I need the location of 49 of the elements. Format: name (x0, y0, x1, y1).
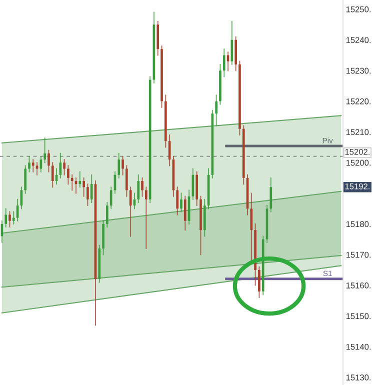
y-tick-label: 15210. (346, 129, 371, 136)
candlestick (180, 192, 182, 212)
candlestick (226, 52, 230, 72)
candlestick (8, 211, 11, 228)
candlestick (28, 156, 30, 172)
candlestick (137, 174, 140, 203)
candlestick (63, 159, 66, 176)
candlestick (110, 186, 112, 210)
y-tick-label: 15180. (346, 221, 371, 228)
candlestick (270, 177, 272, 212)
candlestick (78, 171, 82, 188)
candlestick (44, 138, 46, 164)
y-tick-label: 15230. (346, 68, 371, 74)
y-tick-label: 15240. (346, 37, 371, 43)
y-tick-label: 15200. (346, 160, 371, 166)
candlestick (230, 20, 234, 65)
candlestick (184, 196, 186, 231)
candlestick (67, 165, 70, 185)
y-tick-label: 15220. (346, 98, 371, 104)
candlestick (215, 94, 218, 126)
candlestick (126, 165, 128, 197)
candlestick (258, 266, 260, 298)
candlestick (250, 192, 253, 262)
y-tick-label: 15160. (346, 282, 371, 288)
candlestick (122, 156, 124, 176)
y-tick-label: 15130. (346, 374, 371, 380)
candlestick (222, 48, 226, 78)
candlestick (59, 152, 62, 178)
candlestick (90, 174, 93, 203)
y-tick-label: 15250. (346, 6, 371, 12)
annotation: 15192. (345, 183, 370, 190)
candlestick (32, 159, 34, 172)
candlestick (12, 211, 15, 224)
candlestick (24, 165, 27, 194)
candlestick (144, 186, 148, 249)
candlestick (118, 152, 120, 178)
ref-line-label: 15202. (345, 148, 370, 155)
candlestick (48, 150, 50, 172)
candlestick (82, 177, 85, 197)
y-tick-label: 15170. (346, 252, 371, 258)
candlestick (70, 174, 74, 191)
candlestick (141, 177, 144, 197)
candlestick (4, 208, 8, 228)
candlestick (51, 162, 54, 188)
y-tick-label: 15140. (346, 344, 371, 350)
candlestick (176, 186, 179, 216)
candlestick (86, 184, 89, 206)
y-tick-label: 15150. (346, 313, 371, 320)
candlestick (106, 202, 108, 228)
